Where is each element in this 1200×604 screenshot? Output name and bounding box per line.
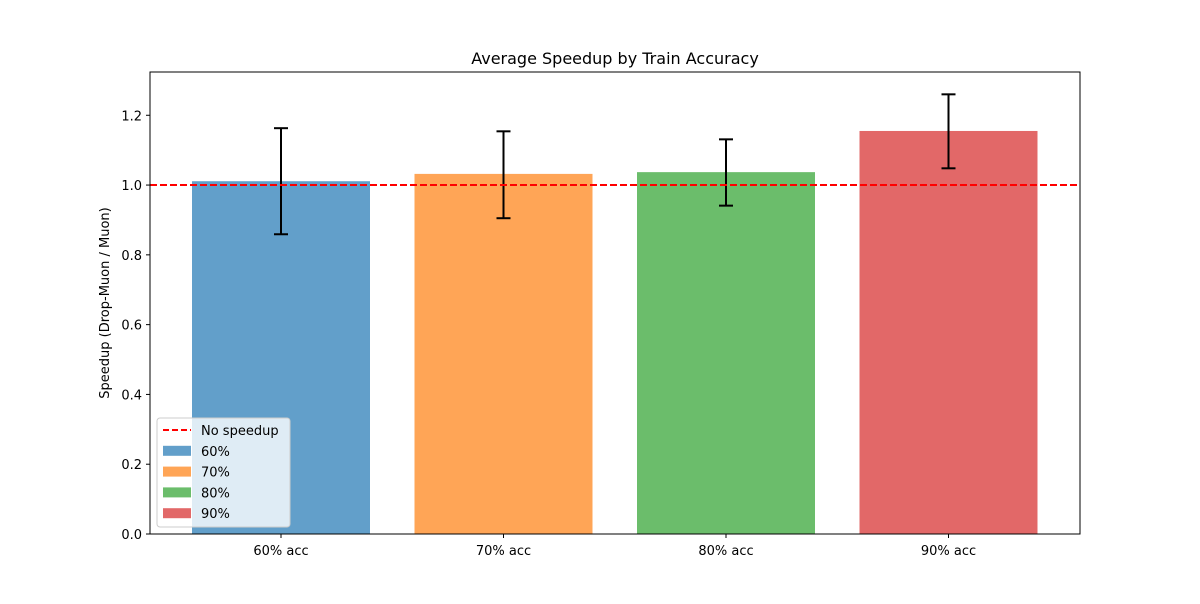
- legend-entry: 80%: [163, 486, 230, 501]
- y-axis-label: Speedup (Drop-Muon / Muon): [98, 207, 113, 398]
- chart-title: Average Speedup by Train Accuracy: [471, 49, 759, 68]
- x-tick-label: 90% acc: [921, 544, 976, 559]
- legend-entry: 90%: [163, 507, 230, 522]
- y-tick-label: 0.8: [121, 249, 142, 264]
- y-tick-label: 0.4: [121, 388, 142, 403]
- svg-text:No speedup: No speedup: [201, 424, 279, 439]
- y-tick-label: 0.2: [121, 458, 142, 473]
- x-tick-label: 70% acc: [476, 544, 531, 559]
- plot-frame: [149, 71, 1081, 535]
- x-tick-label: 80% acc: [698, 544, 753, 559]
- error-bar: [719, 138, 733, 207]
- y-tick-label: 1.0: [121, 179, 142, 194]
- legend-entry: 60%: [163, 445, 230, 460]
- error-bar: [941, 93, 956, 170]
- bar: [637, 172, 815, 534]
- legend: No speedup 60% 70% 80% 90%: [156, 417, 291, 528]
- legend-entry: 70%: [163, 466, 230, 481]
- bar: [414, 173, 593, 534]
- svg-text:60%: 60%: [201, 445, 230, 460]
- error-bar: [274, 127, 288, 236]
- y-tick-label: 0.0: [121, 528, 142, 543]
- x-tick-label: 60% acc: [253, 544, 308, 559]
- legend-entry: No speedup: [163, 424, 279, 439]
- svg-text:70%: 70%: [201, 466, 230, 481]
- y-tick-label: 0.6: [121, 319, 142, 334]
- error-bar: [496, 130, 511, 220]
- bar: [859, 130, 1038, 534]
- svg-text:90%: 90%: [201, 507, 230, 522]
- svg-text:80%: 80%: [201, 486, 230, 501]
- y-tick-label: 1.2: [121, 109, 142, 124]
